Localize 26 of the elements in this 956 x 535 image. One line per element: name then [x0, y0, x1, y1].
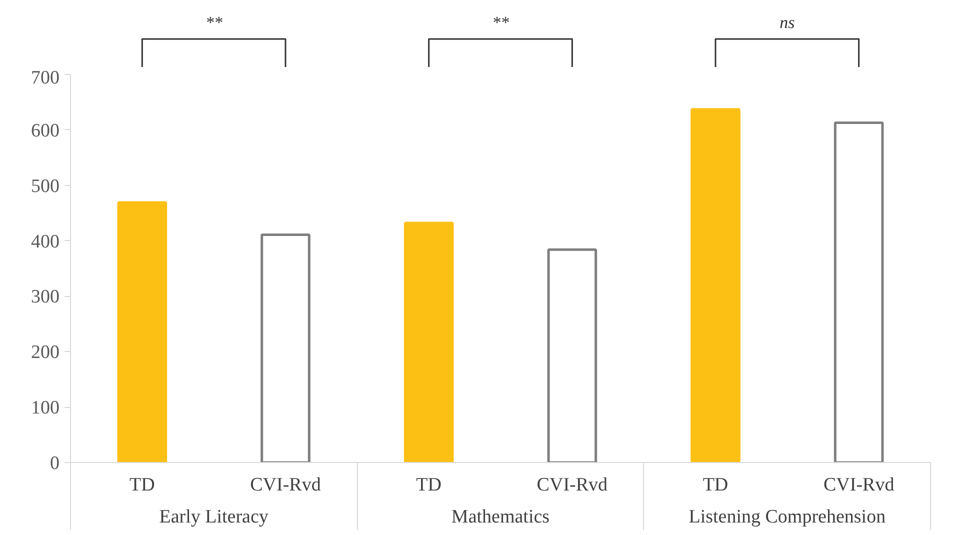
y-tick-label: 0 [50, 453, 60, 474]
x-tick-label: CVI-Rvd [536, 474, 608, 496]
x-tick-label: CVI-Rvd [250, 474, 322, 496]
bar [404, 222, 454, 462]
x-tick-label: TD [130, 474, 155, 496]
text: Mathematics [451, 506, 550, 528]
y-tick-label: 500 [31, 176, 60, 197]
text: ** [492, 13, 510, 32]
bar [117, 201, 168, 462]
text: Listening Comprehension [688, 506, 886, 528]
y-tick-label: 200 [31, 342, 60, 364]
y-tick-label: 600 [31, 120, 60, 142]
bar [690, 108, 740, 462]
text: Early Literacy [159, 506, 269, 528]
y-tick-label: 100 [31, 398, 60, 419]
y-tick-label: 300 [31, 286, 60, 308]
bar [834, 121, 884, 462]
bar [547, 248, 598, 462]
text: ns [780, 13, 796, 32]
bar [260, 233, 310, 462]
text: ** [205, 13, 223, 32]
y-tick-label: 700 [31, 68, 60, 88]
y-tick-label: 400 [31, 231, 60, 252]
x-tick-label: CVI-Rvd [823, 474, 895, 496]
x-tick-label: TD [416, 474, 442, 496]
x-tick-label: TD [702, 474, 728, 496]
